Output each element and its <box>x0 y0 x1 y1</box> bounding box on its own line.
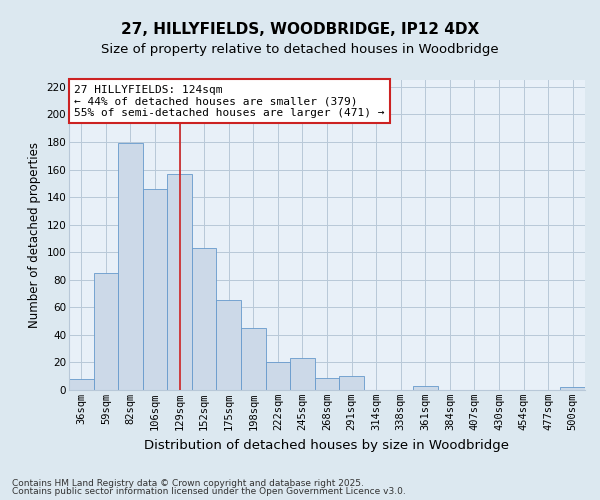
Bar <box>217 300 241 390</box>
Bar <box>118 144 143 390</box>
Bar <box>290 358 315 390</box>
Bar <box>143 189 167 390</box>
Text: 27 HILLYFIELDS: 124sqm
← 44% of detached houses are smaller (379)
55% of semi-de: 27 HILLYFIELDS: 124sqm ← 44% of detached… <box>74 84 385 118</box>
Text: 27, HILLYFIELDS, WOODBRIDGE, IP12 4DX: 27, HILLYFIELDS, WOODBRIDGE, IP12 4DX <box>121 22 479 38</box>
Bar <box>413 386 437 390</box>
Text: Contains public sector information licensed under the Open Government Licence v3: Contains public sector information licen… <box>12 487 406 496</box>
Bar <box>241 328 266 390</box>
Text: Contains HM Land Registry data © Crown copyright and database right 2025.: Contains HM Land Registry data © Crown c… <box>12 478 364 488</box>
Y-axis label: Number of detached properties: Number of detached properties <box>28 142 41 328</box>
Bar <box>167 174 192 390</box>
Bar <box>94 273 118 390</box>
Bar <box>560 387 585 390</box>
Bar <box>339 376 364 390</box>
Bar <box>192 248 217 390</box>
Text: Size of property relative to detached houses in Woodbridge: Size of property relative to detached ho… <box>101 42 499 56</box>
Bar <box>315 378 339 390</box>
Bar <box>266 362 290 390</box>
Bar <box>69 379 94 390</box>
X-axis label: Distribution of detached houses by size in Woodbridge: Distribution of detached houses by size … <box>145 438 509 452</box>
